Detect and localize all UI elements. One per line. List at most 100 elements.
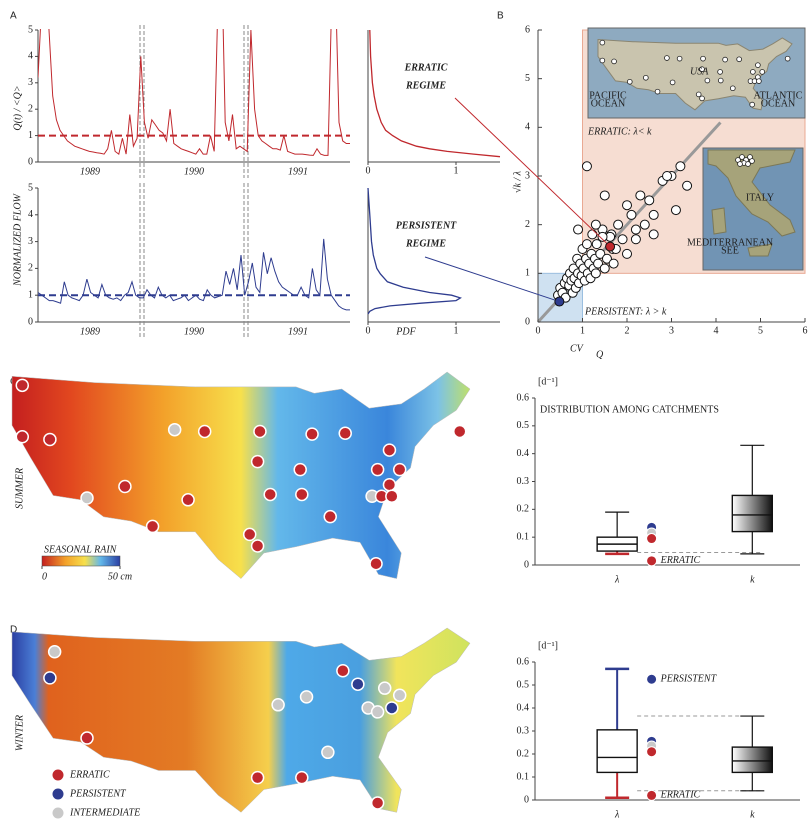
year-label: 1991: [288, 166, 308, 177]
y-tick-label: 0.2: [517, 504, 530, 515]
site: [250, 539, 265, 553]
inset-site: [654, 88, 661, 95]
x-tick-label: 2: [625, 325, 630, 336]
inset-site: [717, 77, 724, 84]
x-tick-label: 6: [803, 325, 808, 336]
catchment-point: [626, 209, 637, 220]
y-tick-label: 3: [28, 77, 33, 88]
inset-label: ATLANTIC: [754, 90, 803, 101]
season-label: WINTER: [14, 715, 25, 751]
inset-site: [695, 91, 702, 98]
season-label: SUMMER: [14, 468, 25, 509]
inset-site: [700, 55, 706, 62]
y-tick-label: 2: [525, 219, 530, 230]
y-tick-label: 0.5: [517, 420, 530, 431]
site: [392, 688, 407, 703]
y-tick-label: 3: [28, 236, 33, 247]
catchment-point: [639, 219, 650, 230]
catchment-point: [581, 161, 592, 172]
colorbar-title: SEASONAL RAIN: [44, 544, 118, 555]
inset-site: [756, 78, 762, 84]
site: [15, 430, 30, 444]
catchment-point: [648, 229, 659, 240]
catchment-point: [682, 180, 693, 191]
inset-site: [699, 66, 705, 72]
chart-title: DISTRIBUTION AMONG CATCHMENTS: [540, 404, 719, 415]
usa-land: [597, 37, 793, 111]
y-tick-label: 0.5: [517, 679, 530, 690]
catchment-point: [617, 234, 628, 245]
catchment-point: [613, 219, 624, 230]
panel-label: B: [497, 11, 504, 22]
x-tick-label: 3: [669, 325, 674, 336]
y-tick-label: 0: [28, 156, 33, 167]
regime-annotation: ERRATIC: λ< k: [587, 126, 652, 137]
inset-site: [704, 77, 711, 84]
y-axis-label: Q(t) / <Q>: [12, 85, 23, 130]
site: [305, 427, 319, 441]
y-tick-label: 5: [28, 182, 33, 193]
x-tick-label: 1: [454, 325, 459, 336]
dot-label: ERRATIC: [660, 790, 701, 801]
y-tick-label: 0: [28, 316, 33, 327]
legend-marker: [51, 787, 65, 801]
y-tick-label: 6: [525, 24, 530, 35]
panel-label: D: [10, 625, 17, 636]
inset-site: [643, 74, 649, 81]
y-tick-label: 0: [525, 316, 530, 327]
x-tick-label: λ: [614, 809, 620, 820]
inset-site: [676, 55, 683, 62]
year-label: 1989: [80, 326, 100, 337]
site: [43, 432, 57, 447]
y-tick-label: 0.6: [517, 392, 530, 403]
y-tick-label: 0.1: [517, 771, 530, 782]
site: [263, 487, 277, 502]
dot-label: PERSISTENT: [660, 674, 718, 685]
site: [370, 796, 385, 810]
inset-label: PACIFIC: [589, 90, 627, 101]
site: [382, 477, 397, 492]
x-tick-label: 5: [758, 325, 763, 336]
site: [336, 664, 350, 678]
highlighted-point: [554, 296, 565, 307]
site: [80, 731, 94, 745]
y-tick-label: 0.2: [517, 748, 530, 759]
legend-label: ERRATIC: [69, 769, 110, 780]
inset-site: [699, 95, 705, 102]
site: [47, 645, 62, 659]
regime-label: ERRATIC: [404, 62, 448, 73]
inset-site: [729, 85, 736, 92]
flow-line: [38, 29, 350, 156]
pdf-curve: [367, 187, 462, 315]
site: [80, 491, 94, 505]
regime-label: REGIME: [405, 238, 446, 249]
box: [731, 746, 773, 774]
catchment-point: [593, 258, 604, 269]
y-tick-label: 1: [28, 289, 33, 300]
catchment-point: [601, 253, 612, 264]
inset-label: USA: [690, 66, 709, 77]
site: [351, 677, 365, 691]
inset-site: [745, 161, 751, 167]
site: [145, 519, 160, 534]
box: [731, 494, 773, 533]
catchment-point: [573, 224, 584, 235]
inset-site: [611, 58, 617, 65]
site: [197, 424, 212, 439]
x-axis-label: Q: [596, 349, 604, 360]
site: [295, 770, 309, 785]
catchment-dot: [646, 789, 658, 801]
pdf-curve: [369, 29, 501, 158]
inset-site: [669, 79, 676, 86]
inset-site: [759, 69, 766, 75]
site: [321, 745, 335, 760]
site: [370, 705, 385, 719]
site: [250, 770, 265, 785]
x-axis-label: PDF: [395, 326, 416, 337]
catchment-point: [644, 195, 655, 206]
y-tick-label: 1: [28, 130, 33, 141]
site: [377, 681, 392, 695]
site: [299, 690, 314, 704]
site: [385, 701, 399, 715]
